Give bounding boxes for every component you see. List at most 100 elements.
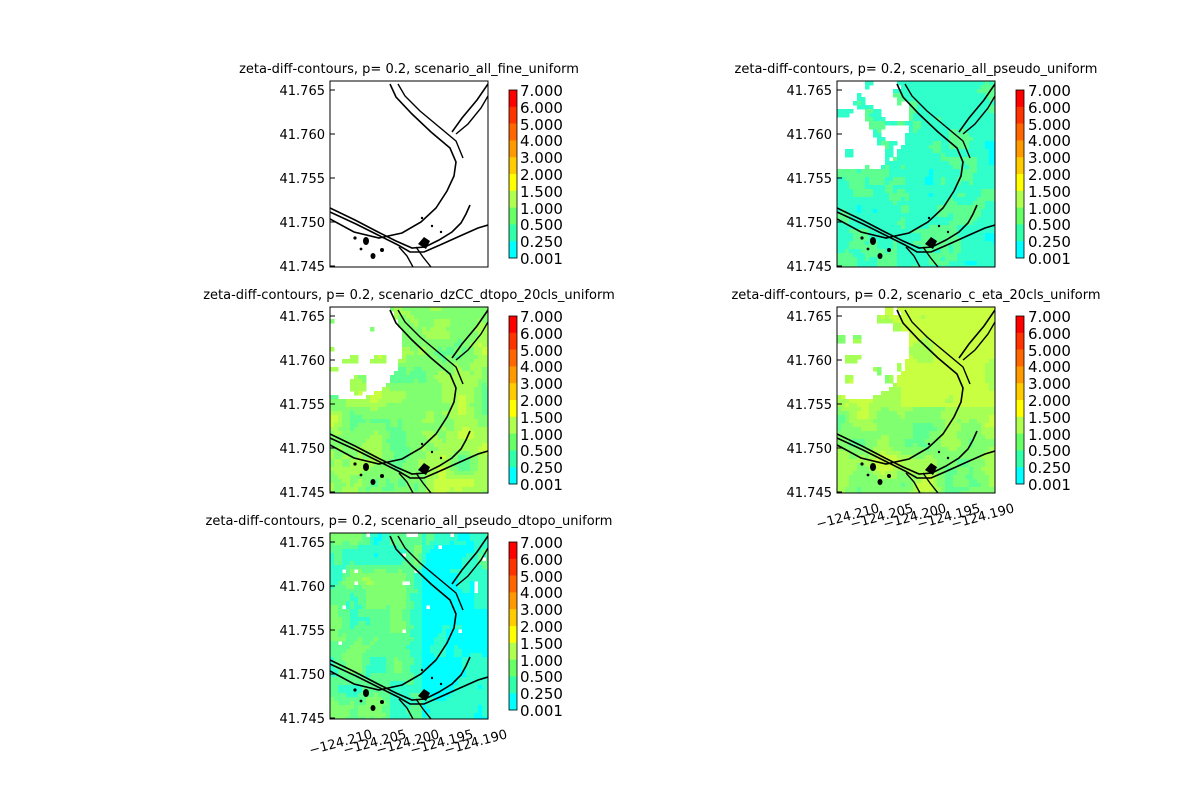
heat-cell: [853, 435, 858, 440]
heat-cell: [370, 537, 375, 542]
heat-cell: [945, 423, 950, 428]
colorbar-label: 2.000: [1028, 166, 1071, 184]
heat-cell: [434, 367, 439, 372]
heat-cell: [937, 85, 942, 90]
heat-cell: [953, 265, 958, 267]
heat-cell: [330, 347, 335, 352]
heat-cell: [941, 149, 946, 154]
heat-cell: [873, 217, 878, 222]
heat-cell: [402, 443, 407, 448]
heat-cell: [837, 229, 842, 234]
colorbar-frame: [1015, 89, 1025, 259]
heat-cell: [917, 257, 922, 262]
heat-cell: [470, 387, 475, 392]
heat-cell: [470, 383, 475, 388]
heat-cell: [857, 467, 862, 472]
heat-cell: [442, 415, 447, 420]
heat-cell: [889, 463, 894, 468]
heat-cell: [945, 97, 950, 102]
heat-cell: [973, 125, 978, 130]
heat-cell: [414, 463, 419, 468]
heat-cell: [454, 447, 459, 452]
heat-cell: [937, 483, 942, 488]
heat-cell: [961, 335, 966, 340]
heat-cell: [933, 97, 938, 102]
heat-cell: [965, 253, 970, 258]
heat-cell: [985, 169, 990, 174]
heat-cell: [849, 375, 854, 380]
heat-cell: [965, 217, 970, 222]
heat-cell: [969, 169, 974, 174]
heat-cell: [382, 533, 387, 538]
heat-cell: [933, 459, 938, 464]
heat-cell: [885, 375, 890, 380]
heat-cell: [933, 375, 938, 380]
heat-cell: [350, 483, 355, 488]
heat-cell: [446, 347, 451, 352]
heat-cell: [861, 213, 866, 218]
heat-cell: [342, 479, 347, 484]
heat-cell: [953, 491, 958, 493]
heat-cell: [414, 455, 419, 460]
heat-cell: [462, 363, 467, 368]
heat-cell: [885, 177, 890, 182]
heat-cell: [358, 537, 363, 542]
heat-cell: [917, 217, 922, 222]
heat-cell: [885, 257, 890, 262]
heat-cell: [981, 331, 986, 336]
heat-cell: [973, 475, 978, 480]
heat-cell: [989, 411, 994, 416]
heat-cell: [977, 129, 982, 134]
heat-cell: [993, 81, 995, 86]
heat-cell: [913, 487, 918, 492]
heat-cell: [921, 101, 926, 106]
heat-cell: [857, 399, 862, 404]
heat-cell: [985, 323, 990, 328]
heat-cell: [973, 491, 978, 493]
heat-cell: [989, 339, 994, 344]
heat-cell: [993, 117, 995, 122]
heat-cell: [993, 265, 995, 267]
heat-cell: [989, 213, 994, 218]
heat-cell: [430, 395, 435, 400]
heat-cell: [953, 331, 958, 336]
heat-cell: [893, 253, 898, 258]
heat-cell: [917, 133, 922, 138]
heat-cell: [350, 387, 355, 392]
heat-cell: [390, 379, 395, 384]
heat-cell: [362, 435, 367, 440]
heat-cell: [965, 491, 970, 493]
heat-cell: [362, 533, 367, 538]
heat-cell: [957, 125, 962, 130]
heat-cell: [342, 471, 347, 476]
heat-cell: [953, 153, 958, 158]
heat-cell: [454, 395, 459, 400]
heat-cell: [949, 181, 954, 186]
heat-cell: [889, 185, 894, 190]
heat-cell: [853, 439, 858, 444]
heat-cell: [406, 367, 411, 372]
heat-cell: [362, 541, 367, 546]
heat-cell: [334, 459, 339, 464]
heat-cell: [929, 109, 934, 114]
heat-cell: [905, 399, 910, 404]
heat-cell: [921, 463, 926, 468]
heat-cell: [893, 487, 898, 492]
heat-cell: [973, 471, 978, 476]
heat-cell: [921, 359, 926, 364]
colorbar-swatch: [1016, 366, 1024, 384]
heat-cell: [981, 371, 986, 376]
heat-cell: [390, 423, 395, 428]
heat-cell: [414, 351, 419, 356]
heat-cell: [969, 153, 974, 158]
heat-cell: [913, 205, 918, 210]
heat-cell: [330, 541, 335, 546]
heat-cell: [410, 315, 415, 320]
heat-cell: [845, 249, 850, 254]
heat-cell: [841, 197, 846, 202]
heat-cell: [929, 479, 934, 484]
heat-cell: [937, 177, 942, 182]
heat-cell: [941, 383, 946, 388]
heat-cell: [961, 447, 966, 452]
heat-cell: [398, 463, 403, 468]
